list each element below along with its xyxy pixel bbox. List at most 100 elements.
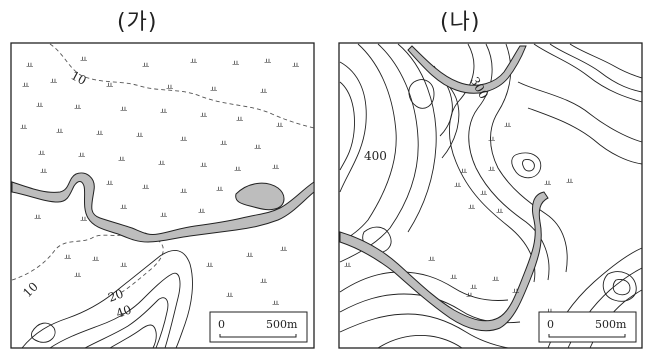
contour-line-inner-b xyxy=(109,324,157,349)
paddy-symbol: ㅛ xyxy=(428,255,435,264)
contour-label: 40 xyxy=(114,302,133,320)
paddy-symbol: ㅛ xyxy=(260,277,267,286)
contour-label: 10 xyxy=(69,68,89,88)
paddy-symbol: ㅛ xyxy=(512,287,519,296)
paddy-symbol: ㅛ xyxy=(38,149,45,158)
paddy-symbol: ㅛ xyxy=(118,155,125,164)
scale-distance-label: 500m xyxy=(266,318,298,331)
paddy-symbol: ㅛ xyxy=(40,167,47,176)
contour-line xyxy=(612,279,631,296)
paddy-symbol: ㅛ xyxy=(198,207,205,216)
meandering-river xyxy=(11,172,315,243)
contour-label: 400 xyxy=(364,149,387,163)
paddy-symbol: ㅛ xyxy=(200,111,207,120)
paddy-symbol: ㅛ xyxy=(544,179,551,188)
paddy-symbol: ㅛ xyxy=(488,135,495,144)
paddy-symbol: ㅛ xyxy=(220,139,227,148)
paddy-symbol: ㅛ xyxy=(234,165,241,174)
scale-zero-label: 0 xyxy=(218,318,225,331)
contour-line xyxy=(339,43,419,263)
scale-distance-label: 500m xyxy=(595,318,627,331)
paddy-symbol: ㅛ xyxy=(34,213,41,222)
paddy-symbol: ㅛ xyxy=(142,61,149,70)
paddy-symbol: ㅛ xyxy=(142,183,149,192)
paddy-symbol-group: ㅛ ㅛ ㅛ ㅛ ㅛ ㅛ ㅛ ㅛ ㅛ ㅛ ㅛ ㅛ ㅛ ㅛ ㅛ ㅛ ㅛ ㅛ ㅛ ㅛ … xyxy=(20,55,299,308)
river-upper-channel xyxy=(407,45,527,94)
paddy-symbol: ㅛ xyxy=(232,59,239,68)
paddy-symbol: ㅛ xyxy=(492,275,499,284)
paddy-symbol: ㅛ xyxy=(92,255,99,264)
paddy-symbol: ㅛ xyxy=(106,81,113,90)
scale-line xyxy=(548,334,626,338)
contour-label: 20 xyxy=(106,286,125,304)
paddy-symbol: ㅛ xyxy=(272,299,279,308)
paddy-symbol: ㅛ xyxy=(466,291,473,300)
paddy-symbol: ㅛ xyxy=(450,273,457,282)
paddy-symbol: ㅛ xyxy=(236,115,243,124)
contour-line-10-top xyxy=(49,43,315,129)
contour-line xyxy=(511,152,542,179)
contour-line xyxy=(602,271,637,302)
paddy-symbol: ㅛ xyxy=(226,291,233,300)
contour-line xyxy=(397,43,437,233)
paddy-symbol: ㅛ xyxy=(264,57,271,66)
map-frame xyxy=(338,42,643,349)
paddy-symbol: ㅛ xyxy=(260,87,267,96)
map-panel-b: ㅛ ㅛ ㅛ ㅛ ㅛ ㅛ ㅛ ㅛ ㅛ ㅛ ㅛ ㅛ ㅛ ㅛ ㅛ ㅛ ㅛ ㅛ 300 … xyxy=(338,42,643,349)
contour-line xyxy=(549,43,643,93)
map-panel-a: ㅛ ㅛ ㅛ ㅛ ㅛ ㅛ ㅛ ㅛ ㅛ ㅛ ㅛ ㅛ ㅛ ㅛ ㅛ ㅛ ㅛ ㅛ ㅛ ㅛ … xyxy=(10,42,315,349)
paddy-symbol: ㅛ xyxy=(80,215,87,224)
paddy-symbol: ㅛ xyxy=(160,211,167,220)
contour-line xyxy=(517,81,643,143)
paddy-symbol: ㅛ xyxy=(180,187,187,196)
contour-line-inner-a xyxy=(84,297,169,349)
paddy-symbol: ㅛ xyxy=(74,271,81,280)
contour-line xyxy=(527,107,643,165)
paddy-symbol: ㅛ xyxy=(254,143,261,152)
paddy-symbol: ㅛ xyxy=(190,57,197,66)
scale-bar: 0 500m xyxy=(538,311,637,343)
paddy-symbol: ㅛ xyxy=(280,245,287,254)
paddy-symbol: ㅛ xyxy=(120,203,127,212)
contour-line xyxy=(339,271,509,301)
panel-title-a: (가) xyxy=(117,10,158,35)
scale-line xyxy=(219,334,297,338)
contour-line xyxy=(408,79,435,109)
paddy-symbol: ㅛ xyxy=(276,121,283,130)
paddy-symbol: ㅛ xyxy=(460,167,467,176)
paddy-symbol: ㅛ xyxy=(160,107,167,116)
paddy-symbol: ㅛ xyxy=(504,121,511,130)
paddy-symbol: ㅛ xyxy=(180,135,187,144)
contour-line xyxy=(522,159,535,172)
paddy-symbol: ㅛ xyxy=(206,261,213,270)
paddy-symbol: ㅛ xyxy=(80,55,87,64)
paddy-symbol: ㅛ xyxy=(96,129,103,138)
paddy-symbol: ㅛ xyxy=(136,131,143,140)
paddy-symbol: ㅛ xyxy=(26,61,33,70)
river-oxbow xyxy=(235,182,285,211)
paddy-symbol: ㅛ xyxy=(454,181,461,190)
paddy-symbol: ㅛ xyxy=(488,165,495,174)
paddy-symbol: ㅛ xyxy=(496,207,503,216)
panel-title-b: (나) xyxy=(440,10,481,35)
contour-line xyxy=(339,61,367,193)
paddy-symbol: ㅛ xyxy=(120,105,127,114)
paddy-symbol: ㅛ xyxy=(78,151,85,160)
paddy-symbol: ㅛ xyxy=(272,163,279,172)
contour-line xyxy=(377,335,463,349)
paddy-symbol: ㅛ xyxy=(74,103,81,112)
paddy-symbol: ㅛ xyxy=(468,203,475,212)
contour-line xyxy=(490,43,568,273)
paddy-symbol: ㅛ xyxy=(216,185,223,194)
paddy-symbol: ㅛ xyxy=(56,127,63,136)
scale-bar: 0 500m xyxy=(209,311,308,343)
paddy-symbol: ㅛ xyxy=(470,283,477,292)
paddy-symbol: ㅛ xyxy=(158,159,165,168)
paddy-symbol: ㅛ xyxy=(22,81,29,90)
paddy-symbol: ㅛ xyxy=(200,161,207,170)
contour-line xyxy=(569,43,643,79)
paddy-symbol: ㅛ xyxy=(292,61,299,70)
scale-zero-label: 0 xyxy=(547,318,554,331)
paddy-symbol: ㅛ xyxy=(20,123,27,132)
contour-line-hill-small xyxy=(31,322,56,343)
